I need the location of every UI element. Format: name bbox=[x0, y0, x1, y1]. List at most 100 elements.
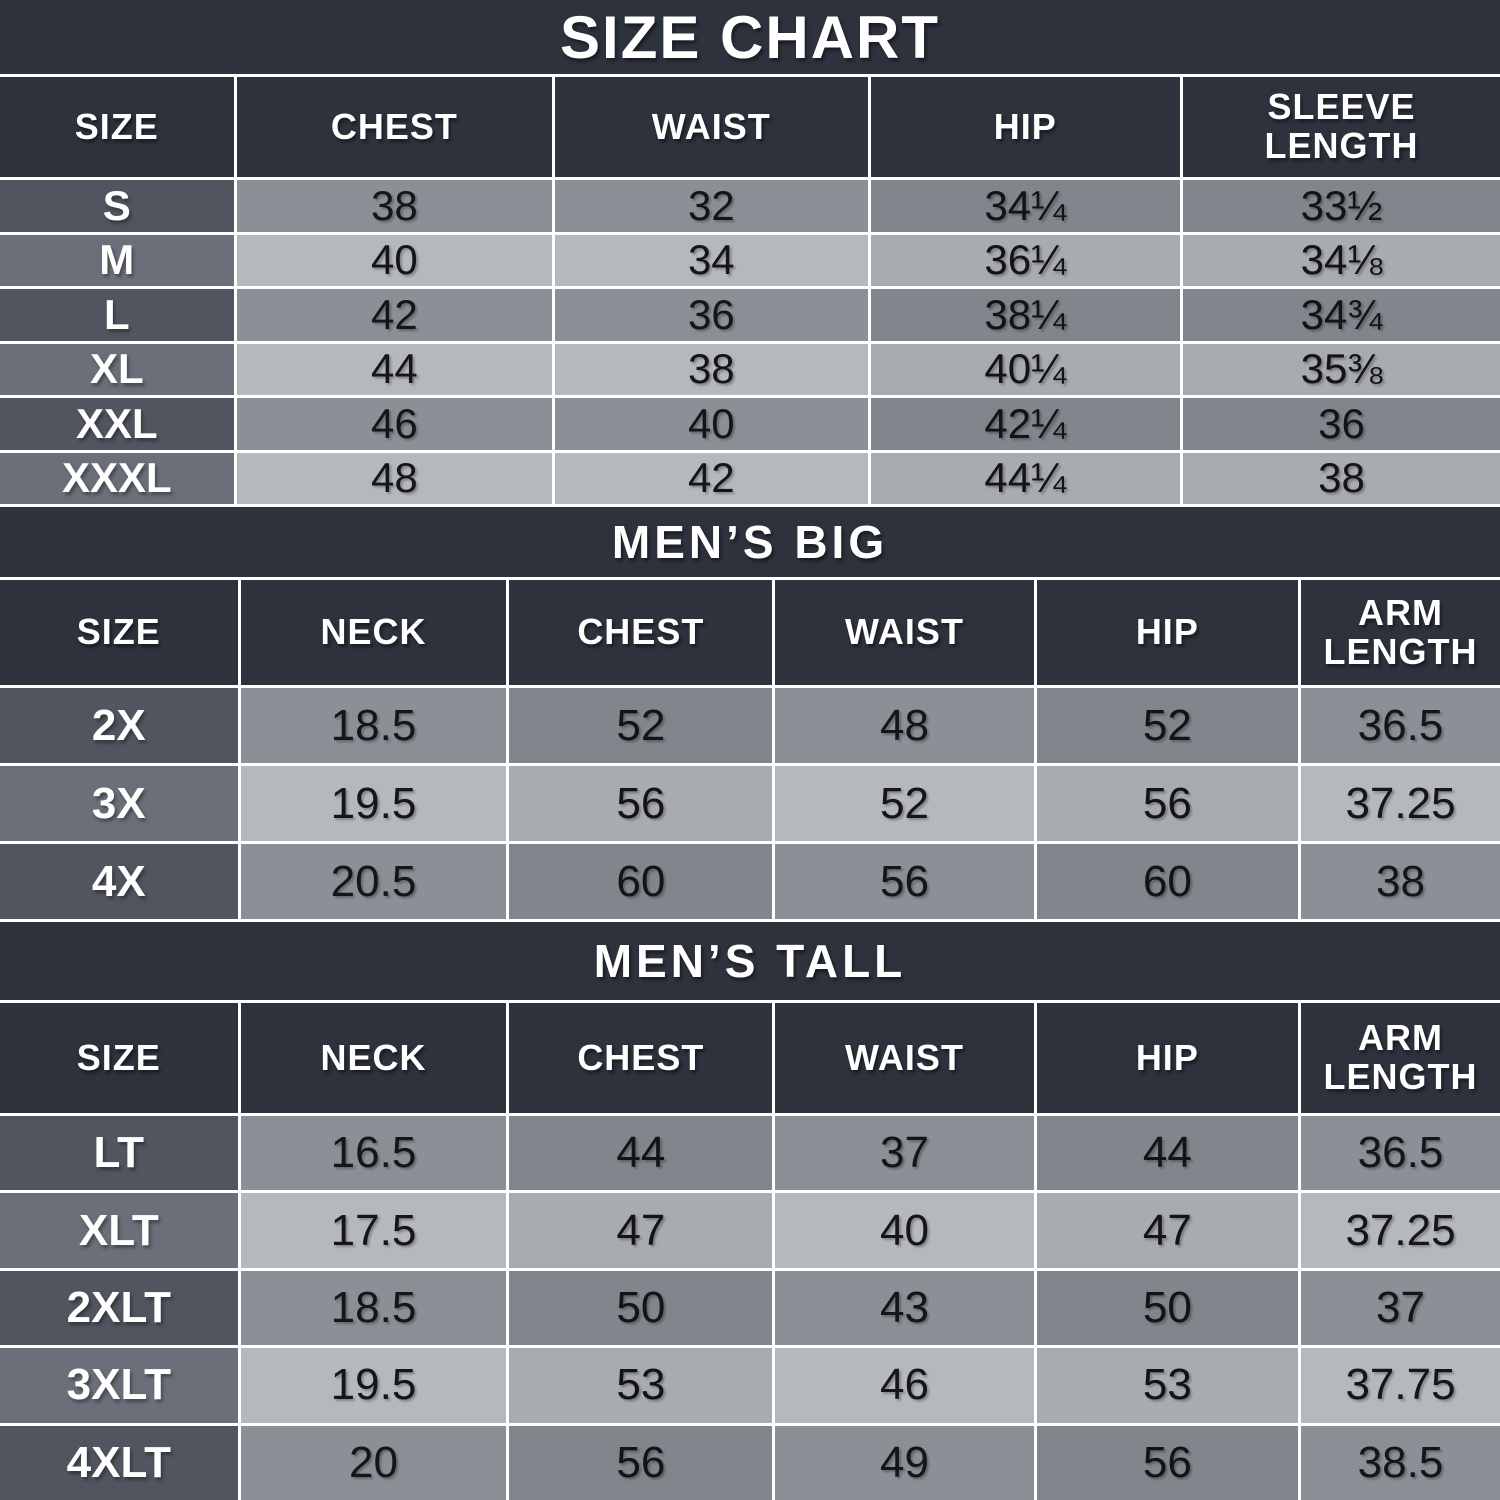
data-cell-text: 36 bbox=[687, 290, 735, 338]
data-cell-text: 38 bbox=[370, 181, 418, 229]
data-cell: 40¼ bbox=[870, 343, 1181, 395]
data-cell: 43 bbox=[775, 1270, 1034, 1346]
size-cell: M bbox=[0, 234, 234, 286]
data-cell-text: 38.5 bbox=[1357, 1437, 1444, 1487]
size-cell-text: L bbox=[103, 290, 130, 338]
mens-tall-title-band: MEN’S TALL bbox=[0, 922, 1500, 1000]
mens-big-title-band: MEN’S BIG bbox=[0, 507, 1500, 577]
header-cell: WAIST bbox=[775, 580, 1034, 685]
data-cell-text: 42 bbox=[687, 454, 735, 502]
data-cell: 37.25 bbox=[1301, 1193, 1500, 1268]
mens-tall-title: MEN’S TALL bbox=[593, 935, 907, 987]
data-cell-text: 38 bbox=[1318, 454, 1365, 502]
header-cell-size: SIZE bbox=[0, 580, 238, 685]
header-cell-size: SIZE bbox=[0, 1003, 238, 1113]
data-cell-text: 34¾ bbox=[1300, 290, 1383, 338]
main-title: SIZE CHART bbox=[560, 3, 940, 71]
data-cell: 37.25 bbox=[1301, 766, 1500, 841]
data-cell-text: 44 bbox=[616, 1128, 666, 1178]
data-cell-text: 48 bbox=[370, 454, 418, 502]
data-cell-text: 53 bbox=[1142, 1360, 1192, 1410]
size-table-regular: SIZE CHEST WAIST HIP SLEEVE LENGTH S 38 32 34¼ 33… bbox=[0, 74, 1500, 507]
data-cell-text: 36¼ bbox=[984, 236, 1067, 284]
header-cell: NECK bbox=[240, 580, 507, 685]
size-cell-text: M bbox=[99, 236, 135, 284]
data-cell: 38¼ bbox=[870, 289, 1181, 341]
data-cell-text: 16.5 bbox=[330, 1128, 417, 1178]
data-cell-text: 36 bbox=[1318, 399, 1365, 447]
data-cell: 60 bbox=[509, 844, 773, 919]
data-cell-text: 35⅜ bbox=[1300, 345, 1383, 393]
data-cell: 36¼ bbox=[870, 234, 1181, 286]
data-cell: 42 bbox=[555, 452, 868, 504]
header-cell: CHEST bbox=[236, 77, 553, 177]
header-cell-text: CHEST bbox=[577, 611, 705, 653]
main-title-band: SIZE CHART bbox=[0, 0, 1500, 74]
header-cell-text: WAIST bbox=[844, 611, 964, 653]
size-cell-text: 3XLT bbox=[66, 1360, 171, 1410]
size-cell: 4X bbox=[0, 844, 238, 919]
data-cell-text: 48 bbox=[879, 700, 929, 750]
header-cell: WAIST bbox=[555, 77, 868, 177]
data-cell: 32 bbox=[555, 180, 868, 232]
header-cell: HIP bbox=[870, 77, 1181, 177]
data-cell: 37 bbox=[775, 1116, 1034, 1191]
data-cell: 38 bbox=[555, 343, 868, 395]
data-cell-text: 44 bbox=[1142, 1128, 1192, 1178]
size-cell-text: 4X bbox=[91, 856, 146, 906]
data-cell-text: 34 bbox=[687, 236, 735, 284]
data-cell-text: 60 bbox=[1142, 856, 1192, 906]
header-cell-size: SIZE bbox=[0, 77, 234, 177]
data-cell-text: 56 bbox=[616, 1437, 666, 1487]
data-cell: 18.5 bbox=[240, 688, 507, 763]
size-cell-text: 2X bbox=[91, 700, 146, 750]
data-cell: 34 bbox=[555, 234, 868, 286]
header-cell-text: ARM LENGTH bbox=[1323, 591, 1478, 672]
data-cell-text: 37 bbox=[879, 1128, 929, 1178]
data-cell: 42¼ bbox=[870, 398, 1181, 450]
data-cell: 37.75 bbox=[1301, 1348, 1500, 1423]
data-cell: 46 bbox=[775, 1348, 1034, 1423]
header-cell: SLEEVE LENGTH bbox=[1183, 77, 1500, 177]
header-cell: CHEST bbox=[509, 1003, 773, 1113]
data-cell-text: 34⅛ bbox=[1300, 236, 1383, 284]
data-cell-text: 37.75 bbox=[1345, 1360, 1456, 1410]
data-cell: 44 bbox=[236, 343, 553, 395]
size-cell: 3XLT bbox=[0, 1348, 238, 1423]
header-cell-text: NECK bbox=[320, 1036, 427, 1078]
data-cell: 44 bbox=[1036, 1116, 1298, 1191]
data-cell: 17.5 bbox=[240, 1193, 507, 1268]
size-cell-text: 2XLT bbox=[66, 1282, 171, 1332]
header-cell-text: ARM LENGTH bbox=[1323, 1017, 1478, 1097]
size-cell: XLT bbox=[0, 1193, 238, 1268]
header-cell: HIP bbox=[1036, 580, 1298, 685]
data-cell-text: 20 bbox=[349, 1437, 398, 1487]
header-cell-text: CHEST bbox=[330, 105, 458, 147]
data-cell-text: 38¼ bbox=[984, 290, 1067, 338]
header-cell: NECK bbox=[240, 1003, 507, 1113]
size-cell: L bbox=[0, 289, 234, 341]
data-cell-text: 18.5 bbox=[330, 1282, 417, 1332]
data-cell: 19.5 bbox=[240, 766, 507, 841]
data-cell: 19.5 bbox=[240, 1348, 507, 1423]
data-cell: 52 bbox=[775, 766, 1034, 841]
data-cell-text: 33½ bbox=[1300, 181, 1383, 229]
size-cell-text: 3X bbox=[91, 778, 146, 828]
data-cell-text: 53 bbox=[616, 1360, 666, 1410]
size-cell: 2XLT bbox=[0, 1270, 238, 1346]
size-cell: LT bbox=[0, 1116, 238, 1191]
data-cell: 60 bbox=[1036, 844, 1298, 919]
data-cell: 52 bbox=[1036, 688, 1298, 763]
size-cell: XL bbox=[0, 343, 234, 395]
data-cell-text: 52 bbox=[879, 778, 929, 828]
data-cell: 46 bbox=[236, 398, 553, 450]
size-cell-text: 4XLT bbox=[66, 1437, 171, 1487]
data-cell-text: 50 bbox=[616, 1282, 666, 1332]
data-cell: 47 bbox=[1036, 1193, 1298, 1268]
data-cell-text: 19.5 bbox=[330, 778, 417, 828]
data-cell-text: 36.5 bbox=[1357, 700, 1444, 750]
data-cell-text: 56 bbox=[879, 856, 929, 906]
data-cell: 48 bbox=[236, 452, 553, 504]
header-cell: HIP bbox=[1036, 1003, 1298, 1113]
